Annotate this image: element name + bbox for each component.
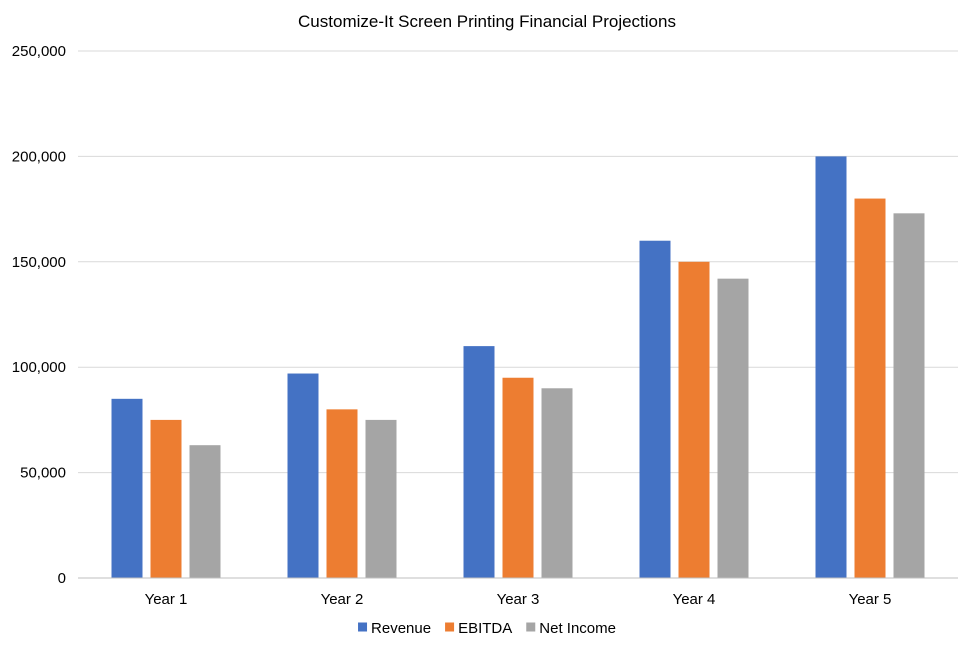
bar-ebitda	[678, 261, 710, 578]
y-axis-tick-labels: 0 50,000 100,000 150,000 200,000 250,000	[12, 43, 66, 587]
bar-revenue	[815, 156, 847, 578]
bar-net-income	[541, 388, 573, 578]
bars	[111, 156, 925, 579]
bar-net-income	[893, 213, 925, 579]
legend-label: Revenue	[371, 620, 431, 637]
y-tick-label: 150,000	[12, 254, 66, 271]
y-tick-label: 250,000	[12, 43, 66, 60]
y-tick-label: 50,000	[20, 465, 66, 482]
x-tick-label: Year 2	[321, 591, 364, 608]
bar-revenue	[287, 373, 319, 578]
x-tick-label: Year 3	[497, 591, 540, 608]
y-tick-label: 200,000	[12, 148, 66, 165]
x-tick-label: Year 5	[849, 591, 892, 608]
bar-net-income	[717, 278, 749, 578]
bar-revenue	[111, 398, 143, 578]
bar-revenue	[463, 346, 495, 578]
y-tick-label: 100,000	[12, 359, 66, 376]
legend-label: Net Income	[539, 620, 616, 637]
bar-net-income	[365, 419, 397, 578]
bar-ebitda	[854, 198, 886, 578]
bar-revenue	[639, 240, 671, 578]
bar-ebitda	[150, 419, 182, 578]
gridlines	[78, 50, 958, 474]
legend-swatch	[445, 622, 455, 632]
legend-swatch	[526, 622, 536, 632]
x-tick-label: Year 4	[673, 591, 716, 608]
bar-ebitda	[326, 409, 358, 578]
bar-ebitda	[502, 377, 534, 578]
legend-swatch	[358, 622, 368, 632]
bar-net-income	[189, 445, 221, 578]
y-tick-label: 0	[58, 570, 66, 587]
chart-title: Customize-It Screen Printing Financial P…	[298, 12, 676, 31]
x-axis-tick-labels: Year 1 Year 2 Year 3 Year 4 Year 5	[145, 591, 892, 608]
x-tick-label: Year 1	[145, 591, 188, 608]
legend: Revenue EBITDA Net Income	[358, 620, 616, 637]
legend-label: EBITDA	[458, 620, 512, 637]
